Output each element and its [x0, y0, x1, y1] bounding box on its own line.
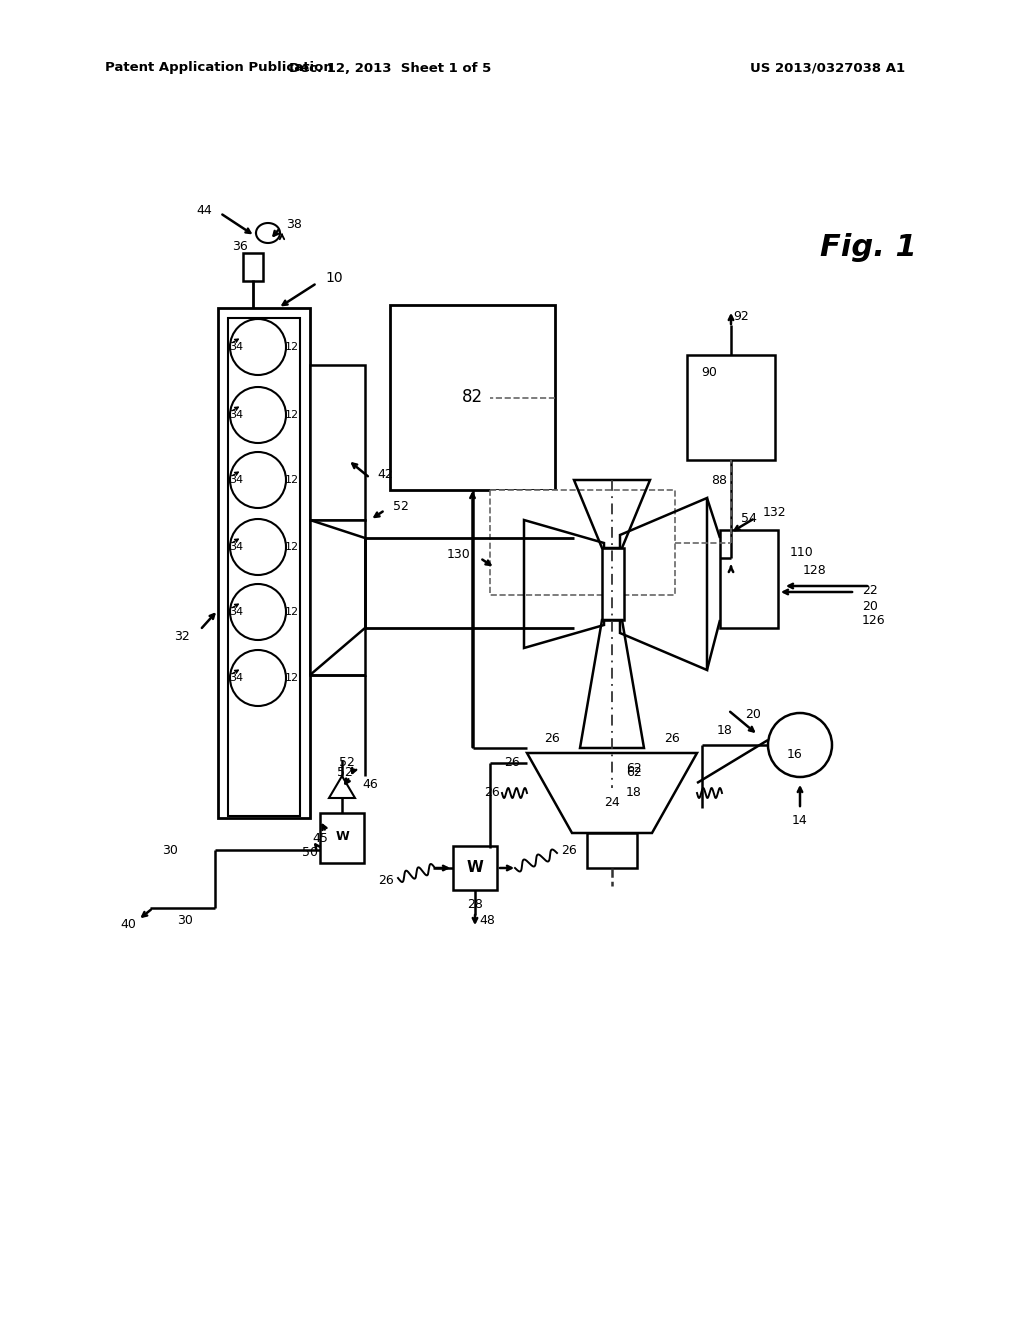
Text: 30: 30: [177, 913, 193, 927]
Text: 20: 20: [862, 601, 878, 614]
Text: 34: 34: [229, 543, 243, 552]
Text: 12: 12: [285, 607, 299, 616]
Text: 26: 26: [665, 731, 680, 744]
Text: 12: 12: [285, 475, 299, 484]
Text: 42: 42: [377, 467, 393, 480]
Text: 40: 40: [120, 917, 136, 931]
Text: 22: 22: [862, 585, 878, 598]
Text: 26: 26: [378, 874, 394, 887]
Text: 18: 18: [626, 787, 642, 800]
Text: 34: 34: [229, 411, 243, 420]
Text: 52: 52: [337, 767, 353, 780]
Text: 44: 44: [197, 203, 212, 216]
Bar: [228, 318, 300, 816]
Bar: [243, 253, 263, 281]
Text: 20: 20: [745, 709, 761, 722]
Bar: [720, 531, 778, 628]
Text: 16: 16: [787, 748, 803, 762]
Text: 24: 24: [604, 796, 620, 809]
Bar: [319, 813, 364, 863]
Text: 34: 34: [229, 607, 243, 616]
Text: 30: 30: [162, 843, 178, 857]
Text: Patent Application Publication: Patent Application Publication: [105, 62, 333, 74]
Text: 18: 18: [717, 723, 733, 737]
Text: 10: 10: [325, 271, 343, 285]
Text: 34: 34: [229, 342, 243, 352]
Text: 26: 26: [504, 756, 520, 770]
Text: 34: 34: [229, 475, 243, 484]
Text: 52: 52: [393, 499, 409, 512]
Text: 128: 128: [803, 564, 826, 577]
Text: 48: 48: [479, 913, 495, 927]
Text: 32: 32: [174, 631, 190, 644]
Text: 12: 12: [285, 543, 299, 552]
Text: Dec. 12, 2013  Sheet 1 of 5: Dec. 12, 2013 Sheet 1 of 5: [289, 62, 492, 74]
Text: 132: 132: [763, 507, 786, 520]
Text: 82: 82: [462, 388, 483, 407]
Text: 34: 34: [229, 673, 243, 682]
Text: 92: 92: [733, 310, 749, 323]
Text: US 2013/0327038 A1: US 2013/0327038 A1: [750, 62, 905, 74]
Text: W: W: [467, 861, 483, 875]
Text: 126: 126: [862, 615, 886, 627]
Bar: [587, 833, 637, 869]
Text: 90: 90: [701, 367, 717, 380]
Bar: [310, 366, 365, 520]
Text: 45: 45: [312, 832, 328, 845]
Text: 12: 12: [285, 673, 299, 682]
Text: 26: 26: [544, 731, 560, 744]
Text: 28: 28: [467, 898, 483, 911]
Text: 110: 110: [790, 545, 814, 558]
Text: W: W: [335, 829, 349, 842]
Text: 88: 88: [711, 474, 727, 487]
Text: 38: 38: [286, 219, 302, 231]
Text: 12: 12: [285, 411, 299, 420]
Bar: [490, 490, 675, 595]
Bar: [390, 305, 555, 490]
Bar: [218, 308, 310, 818]
Bar: [310, 520, 365, 675]
Text: 46: 46: [362, 777, 378, 791]
Text: 52: 52: [339, 755, 355, 768]
Bar: [687, 355, 775, 459]
Bar: [453, 846, 497, 890]
Text: 130: 130: [446, 548, 470, 561]
Text: 14: 14: [793, 814, 808, 828]
Text: 36: 36: [232, 239, 248, 252]
Text: 62: 62: [626, 767, 642, 780]
Bar: [602, 548, 624, 620]
Text: 26: 26: [484, 787, 500, 800]
Text: 54: 54: [741, 511, 757, 524]
Text: 62: 62: [626, 762, 642, 775]
Text: 50: 50: [302, 846, 318, 858]
Text: 12: 12: [285, 342, 299, 352]
Text: 26: 26: [561, 843, 577, 857]
Text: Fig. 1: Fig. 1: [820, 234, 916, 263]
